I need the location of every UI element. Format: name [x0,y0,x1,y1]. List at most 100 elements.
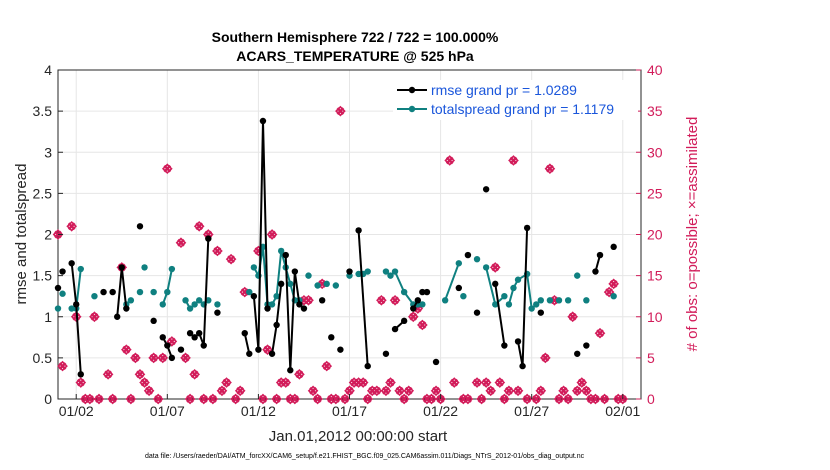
totalspread-point [364,268,371,275]
obs-assimilated-marker [309,386,317,395]
x-axis-ticks: 01/02 01/07 01/12 01/17 01/22 01/27 02/01 [59,394,641,419]
obs-assimilated-marker [486,386,495,395]
legend-box [393,80,638,120]
right-tick-label: 40 [647,62,663,78]
rmse-point [318,297,326,304]
obs-assimilated-marker [158,354,167,362]
totalspread-point [136,288,144,296]
obs-assimilated-marker [536,386,545,395]
rmse-point [391,325,399,333]
rmse-point [246,350,253,357]
totalspread-point [141,264,148,271]
totalspread-point [77,265,84,273]
obs-assimilated-marker [322,362,331,370]
totalspread-point [59,290,66,297]
obs-assimilated-marker [591,395,600,403]
totalspread-point [91,292,98,300]
totalspread-point [323,280,330,288]
rmse-point [610,243,617,251]
obs-assimilated-marker [236,386,245,395]
totalspread-point [273,292,280,300]
totalspread-point [564,297,572,304]
totalspread-point [533,301,540,308]
obs-assimilated-marker [227,255,235,264]
obs-assimilated-marker [195,222,204,231]
totalspread-point [68,305,75,312]
obs-assimilated-marker [509,156,518,165]
obs-assimilated-marker [209,395,217,403]
rmse-point [100,288,107,296]
x-tick-label: 01/17 [332,403,367,419]
rmse-point [473,309,481,316]
totalspread-point [441,297,449,304]
rmse-point [583,342,590,349]
rmse-point [291,268,299,275]
totalspread-point [455,260,463,267]
obs-assimilated-marker [168,337,176,346]
obs-assimilated-marker [199,395,208,403]
rmse-point [328,334,335,341]
rmse-point [241,330,248,337]
rmse-point [423,288,431,296]
obs-assimilated-marker [427,395,436,403]
rmse-point [514,338,522,345]
rmse-point [123,305,130,312]
rmse-point [337,346,344,353]
obs-assimilated-marker [577,378,586,387]
obs-assimilated-marker [281,378,290,387]
rmse-point [186,330,194,337]
right-tick-label: 35 [647,103,663,119]
x-tick-label: 01/07 [150,403,185,419]
obs-assimilated-marker [331,395,340,403]
obs-assimilated-marker [568,312,577,321]
totalspread-point [150,288,157,296]
obs-assimilated-marker [418,321,427,329]
rmse-point [114,313,121,320]
rmse-point [382,350,390,357]
obs-assimilated-marker [163,164,172,173]
obs-assimilated-marker [363,395,372,403]
obs-assimilated-marker [58,362,67,370]
obs-assimilated-marker [259,395,267,403]
rmse-line [494,283,506,346]
obs-assimilated-marker [295,370,304,379]
obs-assimilated-marker [272,395,281,403]
totalspread-point [355,270,362,278]
rmse-point [159,334,166,341]
chart-title-line2: ACARS_TEMPERATURE @ 525 hPa [236,48,474,64]
totalspread-point [54,305,62,312]
obs-assimilated-marker [372,386,381,395]
obs-assimilated-marker [596,329,604,338]
left-tick-label: 1.5 [33,268,53,284]
obs-assimilated-marker [104,370,112,379]
obs-assimilated-marker [67,222,76,231]
obs-assimilated-marker [514,386,522,395]
y-axis-label-right: # of obs: o=possible; ×=assimilated [684,117,701,352]
rmse-point [464,251,472,259]
legend-spread-label: totalspread grand pr = 1.1179 [431,101,614,117]
rmse-line [198,238,210,346]
left-tick-label: 0.5 [33,350,53,366]
obs-assimilated-marker [290,395,299,403]
rmse-point [296,301,303,308]
obs-assimilated-marker [505,386,513,395]
rmse-point [73,301,80,308]
totalspread-point [492,301,499,308]
totalspread-point [482,264,490,271]
rmse-point [273,321,280,329]
totalspread-line [444,262,460,301]
obs-assimilated-marker [145,386,153,395]
rmse-point [195,330,203,337]
totalspread-point [583,297,590,304]
obs-assimilated-marker [605,288,613,296]
rmse-point [400,317,408,325]
obs-assimilated-marker [122,345,131,354]
rmse-point [414,297,422,304]
totalspread-point [537,297,544,304]
right-tick-label: 10 [647,309,663,325]
rmse-point [255,346,262,353]
rmse-point [574,350,581,357]
right-tick-label: 30 [647,144,663,160]
obs-assimilated-marker [140,378,149,387]
